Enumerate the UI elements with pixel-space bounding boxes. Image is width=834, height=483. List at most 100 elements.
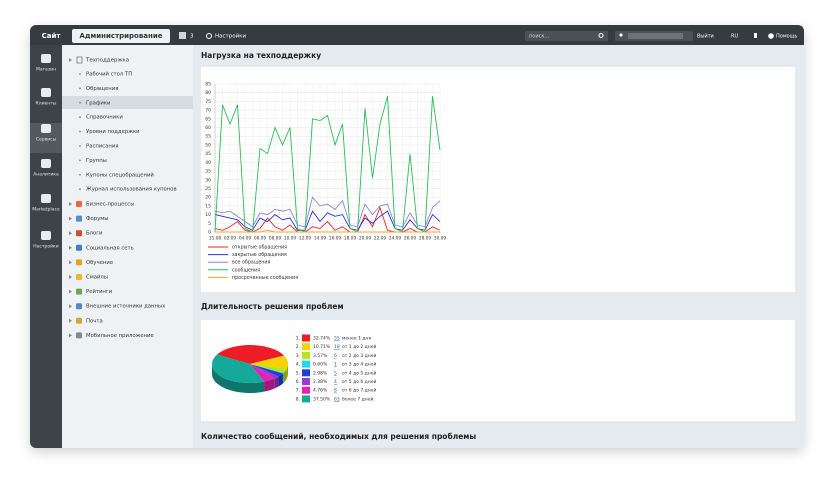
- legend-percent: 3.57%: [313, 353, 328, 359]
- menu-item[interactable]: Внешние источники данных: [86, 304, 165, 310]
- settings-icon: [206, 33, 212, 39]
- bullet: [79, 73, 81, 75]
- pie-slice: [250, 355, 288, 369]
- legend-percent: 37.50%: [313, 396, 331, 402]
- menu-item[interactable]: Обучение: [86, 260, 113, 266]
- legend-count[interactable]: 1: [334, 362, 337, 368]
- help-icon: [768, 33, 774, 39]
- sidebar-icon[interactable]: [41, 54, 51, 63]
- menu-icon: [76, 332, 82, 339]
- menu-child[interactable]: Расписания: [86, 144, 119, 150]
- y-tick-label: 60: [205, 125, 211, 131]
- legend-swatch: [302, 343, 310, 351]
- menu-child[interactable]: Графики: [86, 100, 110, 106]
- legend-count[interactable]: 55: [334, 336, 340, 342]
- pie-slice-side: [282, 372, 284, 384]
- menu-item[interactable]: Форумы: [86, 216, 108, 222]
- legend-label: сообщения: [232, 267, 260, 273]
- user-name-blur: [628, 33, 683, 39]
- bullet: [79, 130, 81, 133]
- menu-item[interactable]: Почта: [86, 318, 103, 324]
- x-tick-label: 28.09: [419, 236, 432, 242]
- help[interactable]: Помощь: [776, 34, 797, 40]
- admin-tab[interactable]: [72, 29, 170, 43]
- expand-arrow: [69, 231, 72, 236]
- logout[interactable]: Выйти: [697, 33, 714, 40]
- menu-root[interactable]: Техподдержка: [85, 58, 129, 64]
- language[interactable]: RU: [731, 34, 738, 40]
- pie-slice: [250, 364, 287, 373]
- sidebar-icon[interactable]: [41, 194, 51, 203]
- series-line: [214, 196, 441, 228]
- menu-item[interactable]: Мобильное приложение: [86, 333, 154, 339]
- legend-percent: 2.38%: [313, 379, 328, 385]
- legend-count[interactable]: 6: [334, 353, 337, 359]
- menu-child[interactable]: Рабочий стол ТП: [86, 71, 132, 78]
- expand-arrow: [69, 216, 72, 221]
- menu-item[interactable]: Блоги: [86, 231, 103, 237]
- sidebar-label[interactable]: Сервисы: [36, 137, 57, 143]
- legend-label: от 1 до 2 дней: [342, 343, 377, 350]
- pie-slice: [217, 344, 285, 364]
- legend-count[interactable]: 63: [334, 396, 340, 402]
- menu-child[interactable]: Журнал использования купонов: [86, 187, 177, 193]
- series-line: [215, 229, 440, 233]
- menu-icon: [76, 274, 82, 280]
- bullet: [79, 188, 81, 191]
- legend-swatch: [302, 334, 310, 342]
- menu-item[interactable]: Рейтинги: [86, 288, 112, 295]
- bullet: [79, 145, 81, 147]
- sidebar-icon[interactable]: [41, 159, 51, 168]
- notify-icon: [179, 32, 186, 39]
- menu-item[interactable]: Смайлы: [86, 274, 108, 281]
- tab-admin[interactable]: Администрирование: [79, 32, 162, 40]
- menu-icon: [76, 56, 83, 64]
- legend-count[interactable]: 5: [334, 370, 337, 376]
- legend-percent: 4.76%: [313, 388, 328, 394]
- sidebar-label[interactable]: Marketplace: [32, 207, 60, 213]
- expand-arrow: [69, 289, 72, 294]
- tab-site[interactable]: Сайт: [42, 32, 62, 40]
- search-placeholder[interactable]: поиск...: [529, 34, 550, 40]
- search-box[interactable]: [525, 31, 608, 41]
- menu-child[interactable]: Справочники: [86, 115, 123, 121]
- sidebar-label[interactable]: Настройки: [33, 243, 58, 250]
- menu-child[interactable]: Уровни поддержки: [86, 129, 140, 135]
- expand-arrow: [69, 245, 72, 250]
- menu-icon: [76, 244, 82, 251]
- y-tick-label: 50: [205, 142, 211, 148]
- legend-swatch: [302, 395, 310, 403]
- legend-count[interactable]: 4: [334, 379, 337, 385]
- y-tick-label: 85: [205, 82, 211, 88]
- sidebar-label[interactable]: Аналитика: [33, 172, 59, 178]
- menu-child[interactable]: Группы: [86, 158, 107, 164]
- expand-arrow: [69, 333, 72, 338]
- menu-icon: [76, 288, 82, 295]
- y-tick-label: 70: [205, 108, 211, 114]
- menu-child[interactable]: Обращения: [86, 86, 118, 92]
- settings[interactable]: Настройки: [215, 33, 246, 40]
- y-tick-label: 80: [205, 90, 211, 96]
- x-tick-label: 14.09: [314, 236, 327, 242]
- section-title: Нагрузка на техподдержку: [201, 51, 321, 60]
- legend-swatch: [302, 369, 310, 377]
- sidebar-icon[interactable]: [41, 231, 51, 240]
- bullet: [79, 116, 81, 119]
- sidebar-icon[interactable]: [41, 124, 51, 133]
- bullet: [79, 159, 81, 162]
- notifications[interactable]: 3: [190, 34, 194, 40]
- pie-slice-side: [212, 364, 265, 394]
- legend-count[interactable]: 18: [334, 344, 340, 350]
- legend-label: все обращения: [232, 260, 271, 266]
- legend-percent: 0.60%: [313, 362, 328, 368]
- legend-count[interactable]: 8: [334, 388, 337, 394]
- sidebar-label[interactable]: Магазин: [36, 67, 56, 73]
- menu-item[interactable]: Бизнес-процессы: [86, 202, 134, 208]
- legend-number: 7.: [296, 388, 300, 394]
- sidebar-label[interactable]: Клиенты: [36, 101, 57, 107]
- pie-slice-side: [278, 373, 283, 387]
- menu-child[interactable]: Купоны спецобращений: [86, 171, 154, 178]
- menu-item[interactable]: Социальная сеть: [86, 245, 134, 251]
- sidebar-icon[interactable]: [41, 88, 51, 97]
